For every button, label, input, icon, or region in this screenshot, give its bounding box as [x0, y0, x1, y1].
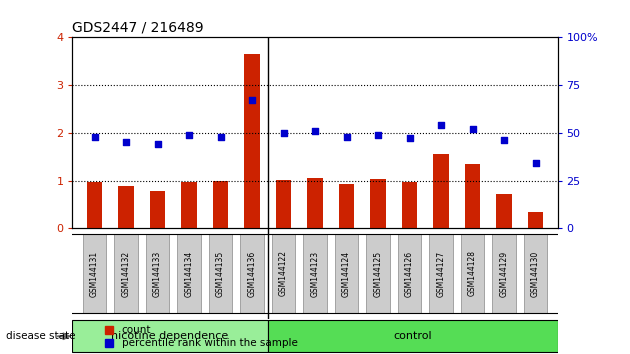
- Text: GSM144128: GSM144128: [468, 251, 477, 296]
- Point: [341, 134, 352, 139]
- Text: GSM144124: GSM144124: [342, 250, 351, 297]
- Point: [404, 136, 415, 141]
- Point: [152, 141, 163, 147]
- Bar: [118, 186, 134, 228]
- Point: [215, 134, 226, 139]
- FancyBboxPatch shape: [461, 234, 484, 313]
- FancyBboxPatch shape: [114, 234, 138, 313]
- FancyBboxPatch shape: [83, 234, 106, 313]
- Text: GSM144125: GSM144125: [374, 250, 382, 297]
- Text: nicotine dependence: nicotine dependence: [112, 331, 229, 341]
- Bar: [213, 181, 228, 228]
- Bar: [465, 164, 480, 228]
- Bar: [433, 154, 449, 228]
- FancyBboxPatch shape: [429, 234, 453, 313]
- Point: [373, 132, 383, 137]
- FancyBboxPatch shape: [240, 234, 264, 313]
- Point: [467, 126, 478, 132]
- Point: [121, 139, 131, 145]
- Point: [184, 132, 194, 137]
- FancyBboxPatch shape: [72, 320, 268, 352]
- FancyBboxPatch shape: [524, 234, 547, 313]
- Bar: [150, 191, 165, 228]
- Text: GSM144130: GSM144130: [531, 250, 540, 297]
- Text: GSM144122: GSM144122: [279, 251, 288, 296]
- Text: GDS2447 / 216489: GDS2447 / 216489: [72, 21, 204, 35]
- Text: GSM144126: GSM144126: [405, 250, 414, 297]
- Bar: [528, 212, 543, 228]
- FancyBboxPatch shape: [268, 320, 558, 352]
- FancyBboxPatch shape: [398, 234, 421, 313]
- FancyBboxPatch shape: [209, 234, 232, 313]
- Point: [499, 138, 509, 143]
- Bar: [87, 182, 102, 228]
- Text: GSM144135: GSM144135: [216, 250, 225, 297]
- Bar: [307, 178, 323, 228]
- Point: [530, 160, 541, 166]
- Text: GSM144131: GSM144131: [90, 250, 99, 297]
- Bar: [496, 194, 512, 228]
- Text: disease state: disease state: [6, 331, 76, 341]
- FancyBboxPatch shape: [146, 234, 169, 313]
- Text: GSM144134: GSM144134: [185, 250, 193, 297]
- Text: GSM144127: GSM144127: [437, 250, 445, 297]
- Bar: [276, 179, 291, 228]
- Bar: [181, 182, 197, 228]
- Point: [278, 130, 289, 136]
- Point: [89, 134, 100, 139]
- FancyBboxPatch shape: [335, 234, 358, 313]
- Text: GSM144132: GSM144132: [122, 250, 130, 297]
- Bar: [402, 182, 417, 228]
- Point: [310, 128, 320, 134]
- Legend: count, percentile rank within the sample: count, percentile rank within the sample: [103, 323, 300, 350]
- Bar: [244, 54, 260, 228]
- Text: control: control: [393, 331, 432, 341]
- FancyBboxPatch shape: [272, 234, 295, 313]
- Text: GSM144136: GSM144136: [248, 250, 256, 297]
- FancyBboxPatch shape: [177, 234, 201, 313]
- Point: [247, 97, 257, 103]
- Text: GSM144123: GSM144123: [311, 250, 319, 297]
- FancyBboxPatch shape: [492, 234, 516, 313]
- Bar: [370, 179, 386, 228]
- Point: [436, 122, 446, 128]
- FancyBboxPatch shape: [366, 234, 390, 313]
- Bar: [339, 184, 354, 228]
- FancyBboxPatch shape: [303, 234, 327, 313]
- Text: GSM144133: GSM144133: [153, 250, 162, 297]
- Text: GSM144129: GSM144129: [500, 250, 508, 297]
